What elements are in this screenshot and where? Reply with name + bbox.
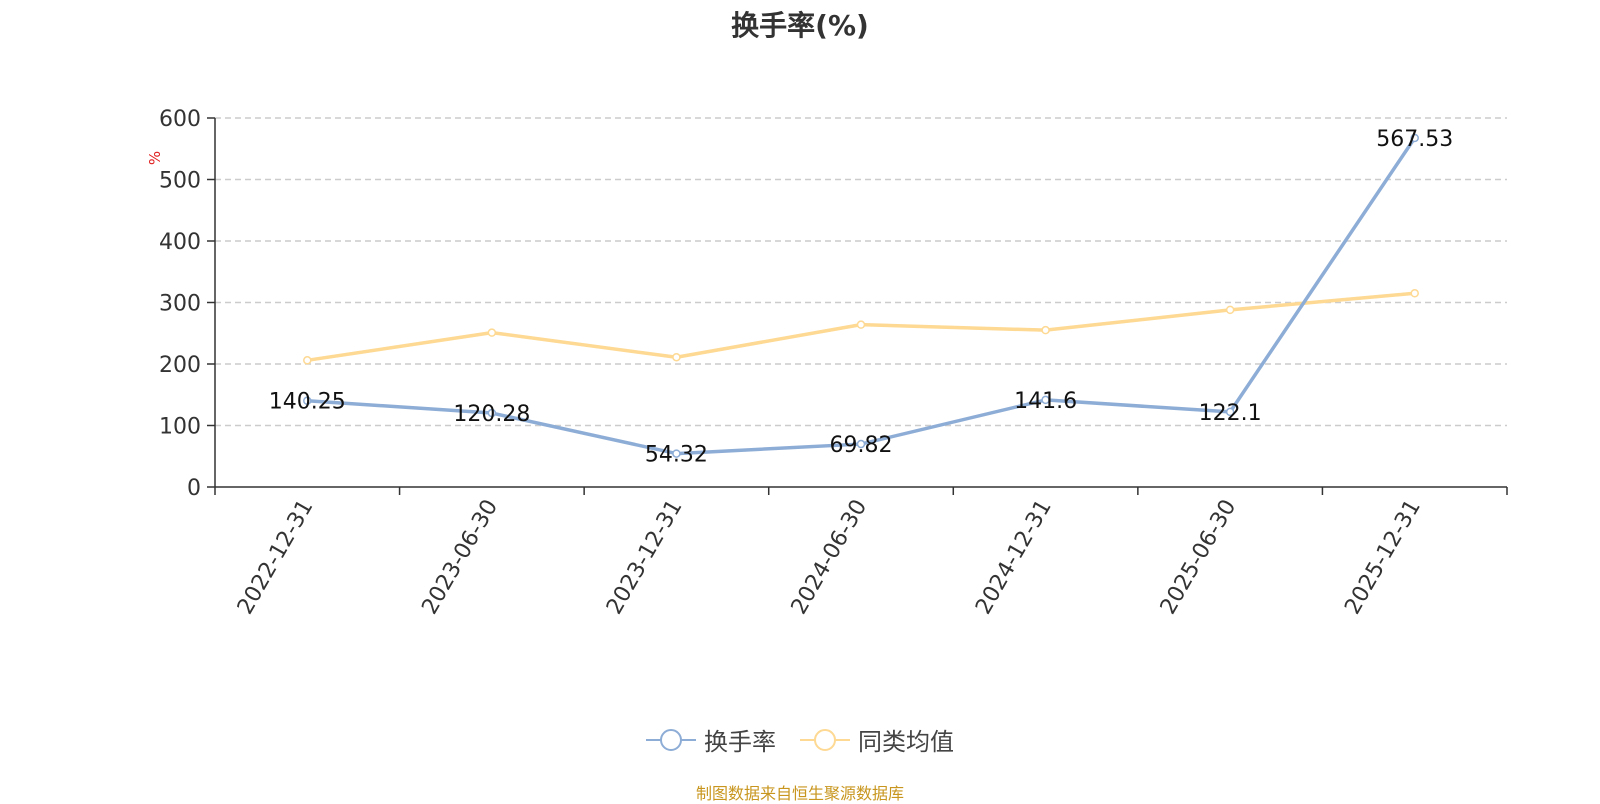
series-layer	[303, 133, 1419, 458]
data-point[interactable]	[303, 356, 312, 365]
x-tick-label: 2023-12-31	[602, 496, 688, 619]
x-tick-label: 2024-12-31	[971, 496, 1057, 619]
data-label: 140.25	[269, 390, 346, 415]
y-tick-label: 300	[159, 292, 201, 317]
x-tick-label: 2025-06-30	[1156, 496, 1242, 619]
data-point[interactable]	[1410, 133, 1419, 143]
x-tick-label: 2024-06-30	[787, 496, 873, 619]
x-tick-label: 2022-12-31	[233, 496, 319, 619]
data-point[interactable]	[856, 439, 866, 449]
legend-label-peer-average: 同类均值	[858, 728, 954, 756]
data-point[interactable]	[1410, 289, 1419, 298]
y-axis-label: %	[146, 151, 164, 165]
data-point[interactable]	[1225, 407, 1235, 417]
y-tick-label: 0	[187, 476, 201, 501]
data-point[interactable]	[856, 320, 866, 329]
data-point[interactable]	[303, 396, 312, 405]
chart-title: 换手率(%)	[731, 9, 869, 42]
legend-line-circle-icon	[800, 728, 850, 751]
data-label: 120.28	[453, 402, 530, 427]
y-tick-label: 600	[159, 107, 201, 132]
x-tick-label: 2025-12-31	[1340, 496, 1426, 619]
data-point[interactable]	[672, 449, 681, 458]
x-tick-label: 2023-06-30	[417, 496, 503, 619]
grid-layer	[215, 117, 1507, 427]
legend-item-peer-average[interactable]: 同类均值	[800, 722, 954, 757]
data-point[interactable]	[1041, 395, 1050, 405]
data-point[interactable]	[487, 328, 497, 337]
legend: 换手率 同类均值	[0, 722, 1600, 757]
data-point[interactable]	[487, 408, 497, 418]
y-tick-label: 100	[159, 415, 201, 440]
data-point[interactable]	[672, 352, 681, 362]
legend-label-turnover: 换手率	[704, 728, 776, 756]
data-label: 54.32	[645, 443, 708, 468]
data-label: 122.1	[1199, 401, 1262, 426]
y-tick-label: 400	[159, 230, 201, 255]
label-layer: 140.25 120.28 54.32 69.82 141.6 122.1 567.53	[269, 127, 1453, 468]
data-point[interactable]	[1225, 305, 1235, 315]
axis-layer: 0 100 200 300 400 500 600% 2022-12-31 2023-06-30…	[146, 107, 1508, 619]
legend-item-turnover[interactable]: 换手率	[646, 722, 776, 757]
data-label: 141.6	[1014, 389, 1077, 414]
data-label: 69.82	[830, 433, 893, 458]
data-point[interactable]	[1041, 325, 1050, 335]
data-source-note: 制图数据来自恒生聚源数据库	[695, 784, 904, 803]
y-tick-label: 200	[159, 353, 201, 378]
data-label: 567.53	[1376, 127, 1453, 152]
y-tick-label: 500	[159, 169, 201, 194]
legend-line-circle-icon	[646, 728, 696, 751]
